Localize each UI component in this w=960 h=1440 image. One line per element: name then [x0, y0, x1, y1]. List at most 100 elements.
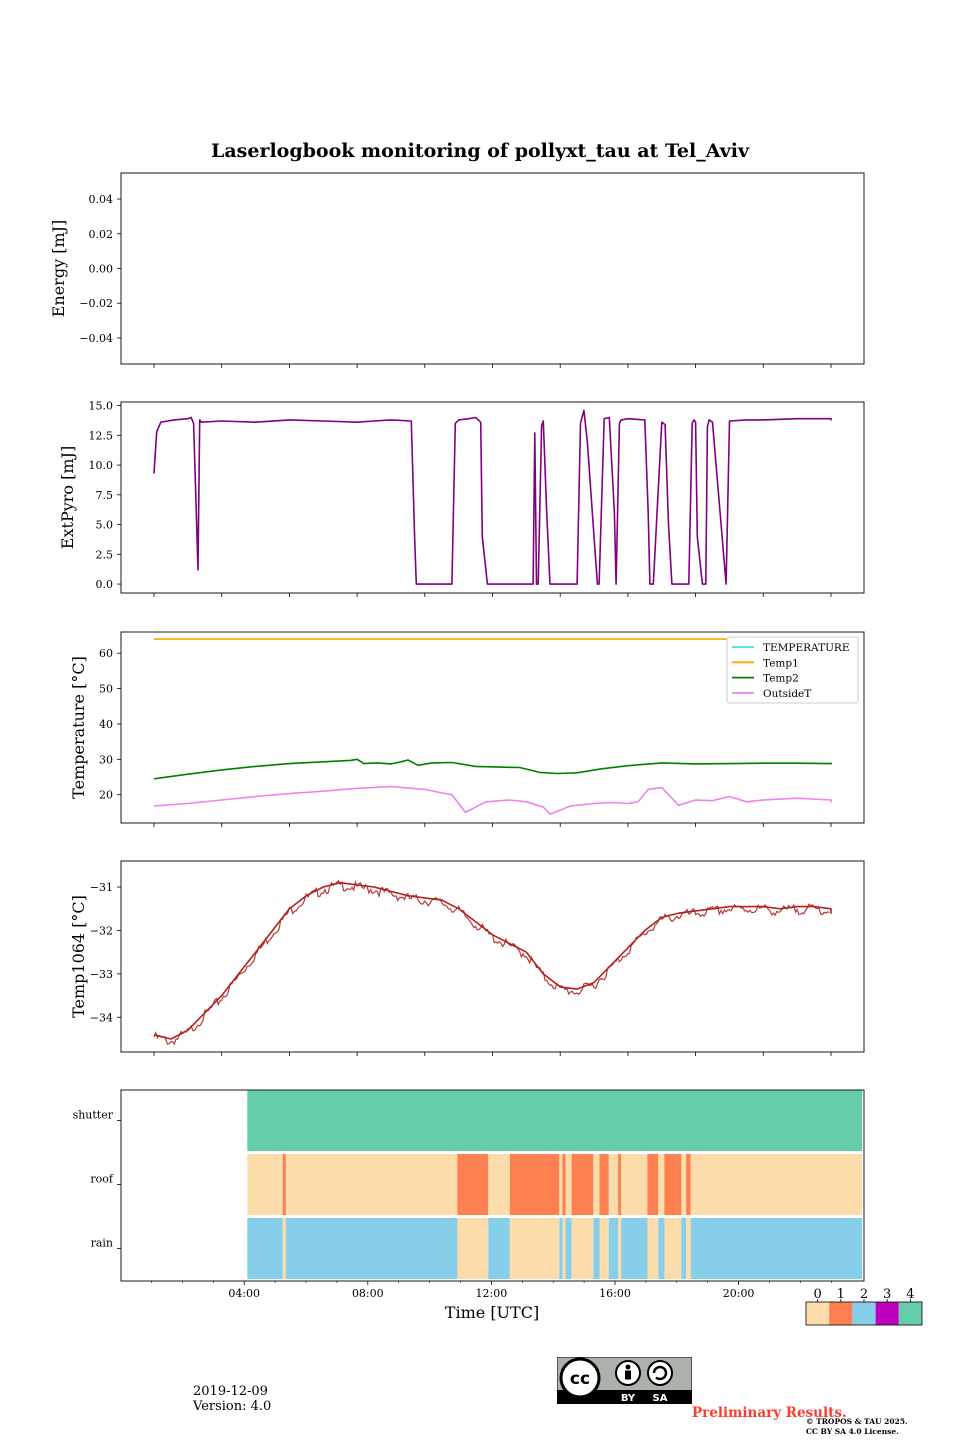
temperature-legend-box — [726, 636, 859, 704]
legend-label-temp2: Temp2 — [763, 673, 799, 685]
svg-text:cc: cc — [570, 1369, 590, 1389]
colorbar-swatch-3 — [875, 1302, 899, 1325]
colorbar-tick-label: 0 — [813, 1287, 821, 1302]
copyright-notice: © TROPOS & TAU 2025. CC BY SA 4.0 Licens… — [806, 1417, 908, 1437]
temp1064-series-noise — [153, 879, 830, 1046]
status-rain-segment — [690, 1218, 863, 1279]
temperature-series-temp2 — [153, 758, 832, 780]
extpyro-series-extpyro — [153, 409, 832, 585]
colorbar-swatch-2 — [852, 1302, 876, 1325]
status-rain-segment — [658, 1218, 665, 1279]
status-xtick-label: 20:00 — [723, 1287, 755, 1300]
date-label: 2019-12-09 — [193, 1384, 268, 1399]
extpyro-ytick-label: 7.5 — [96, 489, 114, 502]
status-roof-segment — [509, 1154, 560, 1215]
energy-ylabel: Energy [mJ] — [49, 220, 68, 318]
status-roof-segment — [690, 1154, 863, 1215]
status-xtick-label: 04:00 — [228, 1287, 260, 1300]
energy-ytick-label: 0.04 — [89, 193, 114, 206]
extpyro-ytick-label: 2.5 — [96, 548, 114, 561]
status-rain-segment — [621, 1218, 648, 1279]
figure-title: Laserlogbook monitoring of pollyxt_tau a… — [210, 140, 749, 162]
status-roof-segment — [608, 1154, 619, 1215]
energy-ytick-label: 0.00 — [89, 263, 114, 276]
cc-sa-label: SA — [653, 1393, 668, 1404]
colorbar-tick-label: 2 — [860, 1287, 868, 1302]
status-axes-frame — [120, 1089, 865, 1282]
status-roof-segment — [664, 1154, 682, 1215]
status-rain-segment — [565, 1218, 572, 1279]
colorbar-swatch-0 — [806, 1302, 830, 1325]
status-roof-segment — [658, 1154, 665, 1215]
temperature-ytick-label: 30 — [99, 753, 113, 766]
temp1064-series-temp1064 — [153, 881, 832, 1040]
copyright-line-2: CC BY SA 4.0 License. — [806, 1427, 899, 1436]
status-rain-segment — [681, 1218, 686, 1279]
status-roof-segment — [565, 1154, 572, 1215]
status-rain-segment — [571, 1218, 594, 1279]
status-roof-segment — [282, 1154, 286, 1215]
colorbar-swatch-4 — [898, 1302, 922, 1325]
colorbar-tick-label: 1 — [837, 1287, 845, 1302]
status-rain-segment — [247, 1218, 283, 1279]
colorbar-swatch-1 — [829, 1302, 853, 1325]
temperature-series-outsidet — [153, 785, 832, 816]
status-row-label-rain: rain — [91, 1237, 113, 1250]
status-xtick-label: 16:00 — [599, 1287, 631, 1300]
extpyro-ytick-label: 15.0 — [89, 400, 114, 413]
status-xtick-label: 08:00 — [352, 1287, 384, 1300]
status-roof-segment — [285, 1154, 458, 1215]
energy-axes-frame — [120, 172, 865, 365]
status-roof-segment — [562, 1154, 566, 1215]
energy-ytick-label: −0.02 — [79, 297, 113, 310]
extpyro-ytick-label: 0.0 — [96, 578, 114, 591]
status-roof-segment — [559, 1154, 563, 1215]
legend-label-temp1: Temp1 — [763, 657, 799, 669]
temperature-ytick-label: 20 — [99, 789, 113, 802]
status-rain-segment — [618, 1218, 622, 1279]
status-roof-segment — [571, 1154, 594, 1215]
status-xlabel: Time [UTC] — [445, 1303, 539, 1322]
temperature-ylabel: Temperature [°C] — [69, 656, 88, 799]
status-roof-segment — [686, 1154, 691, 1215]
extpyro-axes-frame — [120, 401, 865, 594]
temp1064-ytick-label: −32 — [90, 924, 113, 937]
legend-label-temperature: TEMPERATURE — [763, 642, 850, 654]
status-rain-segment — [488, 1218, 510, 1279]
status-roof-segment — [599, 1154, 609, 1215]
cc-by-sa-icon: cc BY SA — [557, 1357, 692, 1404]
energy-ytick-label: −0.04 — [79, 332, 113, 345]
status-rain-segment — [686, 1218, 691, 1279]
temperature-ytick-label: 60 — [99, 647, 113, 660]
status-roof-segment — [593, 1154, 600, 1215]
colorbar-tick-label: 3 — [883, 1287, 891, 1302]
status-rain-segment — [285, 1218, 458, 1279]
temperature-ytick-label: 40 — [99, 718, 113, 731]
temp1064-ytick-label: −34 — [90, 1011, 113, 1024]
status-roof-segment — [457, 1154, 489, 1215]
status-rain-segment — [593, 1218, 600, 1279]
version-label: Version: 4.0 — [193, 1399, 272, 1414]
extpyro-ylabel: ExtPyro [mJ] — [58, 446, 77, 549]
preliminary-results-label: Preliminary Results. — [692, 1405, 847, 1421]
extpyro-ytick-label: 5.0 — [96, 519, 114, 532]
copyright-line-1: © TROPOS & TAU 2025. — [806, 1417, 908, 1426]
status-roof-segment — [618, 1154, 622, 1215]
status-roof-segment — [647, 1154, 659, 1215]
status-rain-segment — [282, 1218, 286, 1279]
legend-label-outsidet: OutsideT — [763, 688, 811, 700]
temp1064-ylabel: Temp1064 [°C] — [69, 895, 88, 1018]
status-rain-segment — [647, 1218, 659, 1279]
temp1064-axes-frame — [120, 860, 865, 1053]
extpyro-ytick-label: 12.5 — [89, 429, 114, 442]
status-rain-segment — [608, 1218, 619, 1279]
status-rain-segment — [457, 1218, 489, 1279]
status-rain-segment — [664, 1218, 682, 1279]
status-roof-segment — [247, 1154, 283, 1215]
status-shutter-segment — [247, 1090, 863, 1151]
status-rain-segment — [562, 1218, 566, 1279]
temp1064-ytick-label: −31 — [90, 881, 113, 894]
status-xtick-label: 12:00 — [476, 1287, 508, 1300]
status-row-label-shutter: shutter — [73, 1109, 114, 1122]
